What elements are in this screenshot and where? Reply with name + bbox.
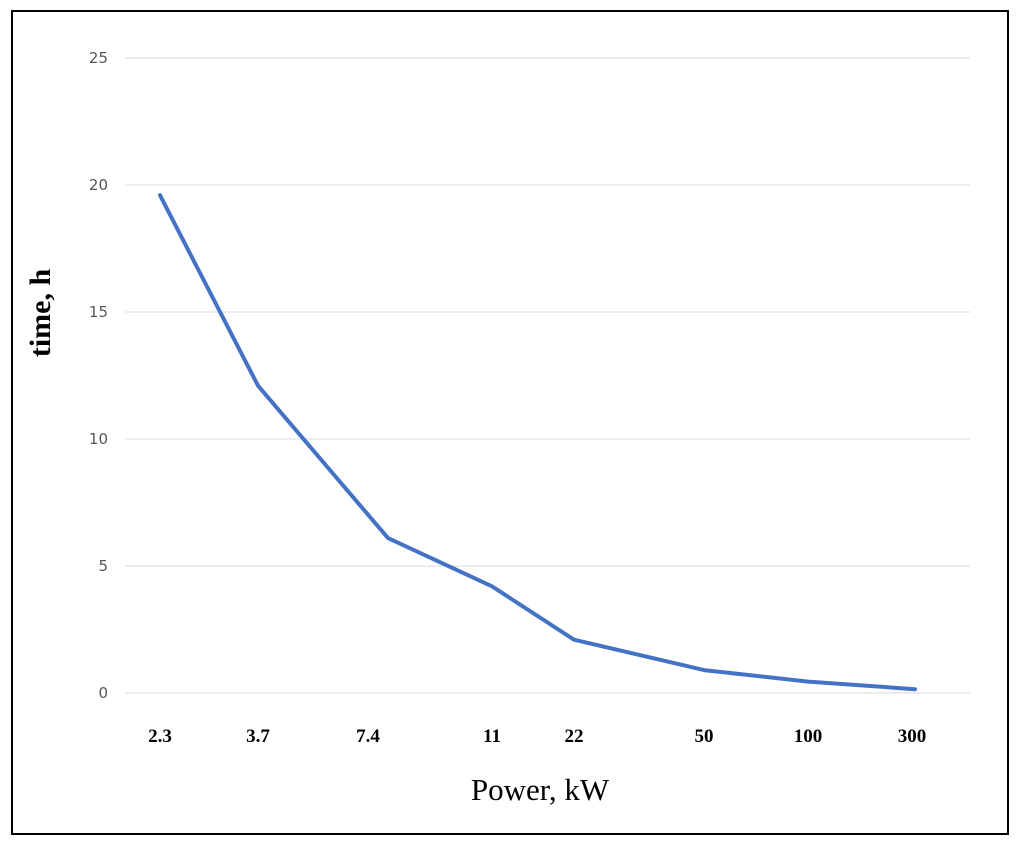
x-tick-label: 11	[483, 726, 501, 747]
y-tick-label: 15	[89, 303, 108, 321]
y-axis-ticks: 0 5 10 15 20 25	[89, 49, 108, 702]
y-tick-label: 10	[89, 430, 108, 448]
x-tick-label: 300	[898, 726, 927, 747]
x-tick-label: 100	[794, 726, 823, 747]
y-axis-title: time, h	[24, 269, 57, 358]
gridlines	[125, 57, 970, 694]
x-tick-label: 22	[565, 726, 584, 747]
y-tick-label: 0	[98, 684, 108, 702]
x-tick-label: 50	[695, 726, 714, 747]
x-axis-ticks: 2.3 3.7 7.4 11 22 50 100 300	[148, 726, 926, 747]
y-tick-label: 5	[98, 557, 108, 575]
series-layer	[158, 193, 917, 692]
x-tick-label: 3.7	[246, 726, 270, 747]
x-tick-label: 7.4	[356, 726, 380, 747]
chart-frame	[11, 10, 1009, 835]
x-tick-label: 2.3	[148, 726, 172, 747]
y-tick-label: 25	[89, 49, 108, 67]
y-tick-label: 20	[89, 176, 108, 194]
x-axis-title: Power, kW	[471, 772, 610, 807]
series-line	[158, 193, 917, 692]
